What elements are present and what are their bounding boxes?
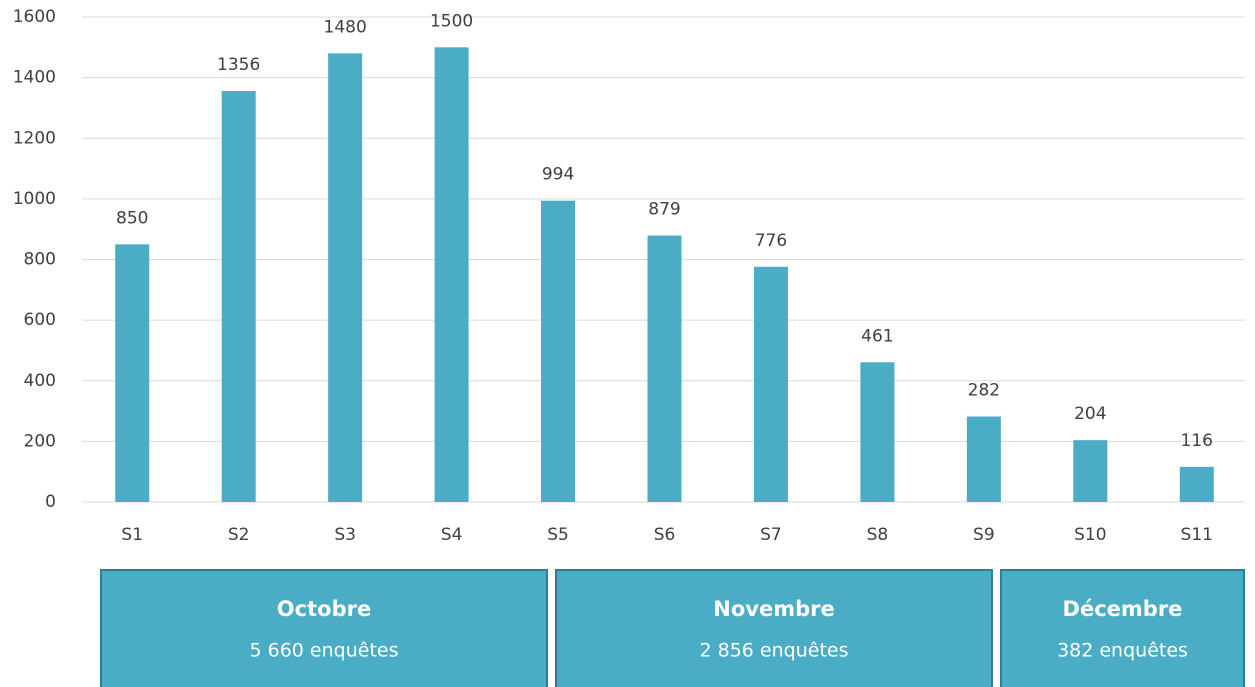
x-tick-label: S9 (973, 525, 995, 545)
month-count: 5 660 enquêtes (250, 640, 399, 662)
x-tick-label: S2 (228, 525, 250, 545)
data-label: 1356 (217, 55, 260, 75)
y-tick-label: 600 (24, 310, 56, 330)
y-tick-label: 0 (45, 492, 56, 512)
bar (753, 266, 788, 502)
data-label: 850 (116, 208, 148, 228)
bar (860, 362, 895, 502)
bar (541, 200, 576, 502)
x-tick-label: S5 (547, 525, 569, 545)
x-tick-label: S4 (441, 525, 463, 545)
month-box (100, 569, 548, 687)
month-name: Novembre (713, 597, 834, 621)
x-tick-label: S1 (121, 525, 143, 545)
bar (647, 235, 682, 502)
month-name: Octobre (277, 597, 371, 621)
data-label: 204 (1074, 404, 1106, 424)
bar (1179, 466, 1214, 502)
bar (328, 53, 363, 502)
y-tick-label: 400 (24, 371, 56, 391)
bar (1073, 440, 1108, 502)
y-tick-label: 1000 (13, 189, 56, 209)
x-tick-label: S6 (654, 525, 676, 545)
y-tick-label: 200 (24, 431, 56, 451)
data-label: 1500 (430, 11, 473, 31)
data-label: 116 (1181, 431, 1213, 451)
x-tick-label: S10 (1074, 525, 1106, 545)
data-label: 461 (861, 326, 893, 346)
month-count: 2 856 enquêtes (700, 640, 849, 662)
data-label: 1480 (324, 17, 367, 37)
y-tick-label: 1200 (13, 128, 56, 148)
bar (221, 90, 256, 503)
data-label: 776 (755, 231, 787, 251)
month-name: Décembre (1063, 597, 1183, 621)
x-tick-label: S3 (334, 525, 356, 545)
x-tick-label: S11 (1181, 525, 1213, 545)
month-count: 382 enquêtes (1057, 640, 1188, 662)
y-tick-label: 800 (24, 250, 56, 270)
month-box (555, 569, 993, 687)
data-label: 994 (542, 165, 574, 185)
bar (434, 47, 469, 502)
y-tick-label: 1400 (13, 68, 56, 88)
bar (115, 244, 150, 502)
x-tick-label: S8 (867, 525, 889, 545)
bar (966, 416, 1001, 502)
data-label: 879 (648, 200, 680, 220)
month-box (1000, 569, 1245, 687)
x-tick-label: S7 (760, 525, 782, 545)
data-label: 282 (968, 381, 1000, 401)
y-tick-label: 1600 (13, 7, 56, 27)
